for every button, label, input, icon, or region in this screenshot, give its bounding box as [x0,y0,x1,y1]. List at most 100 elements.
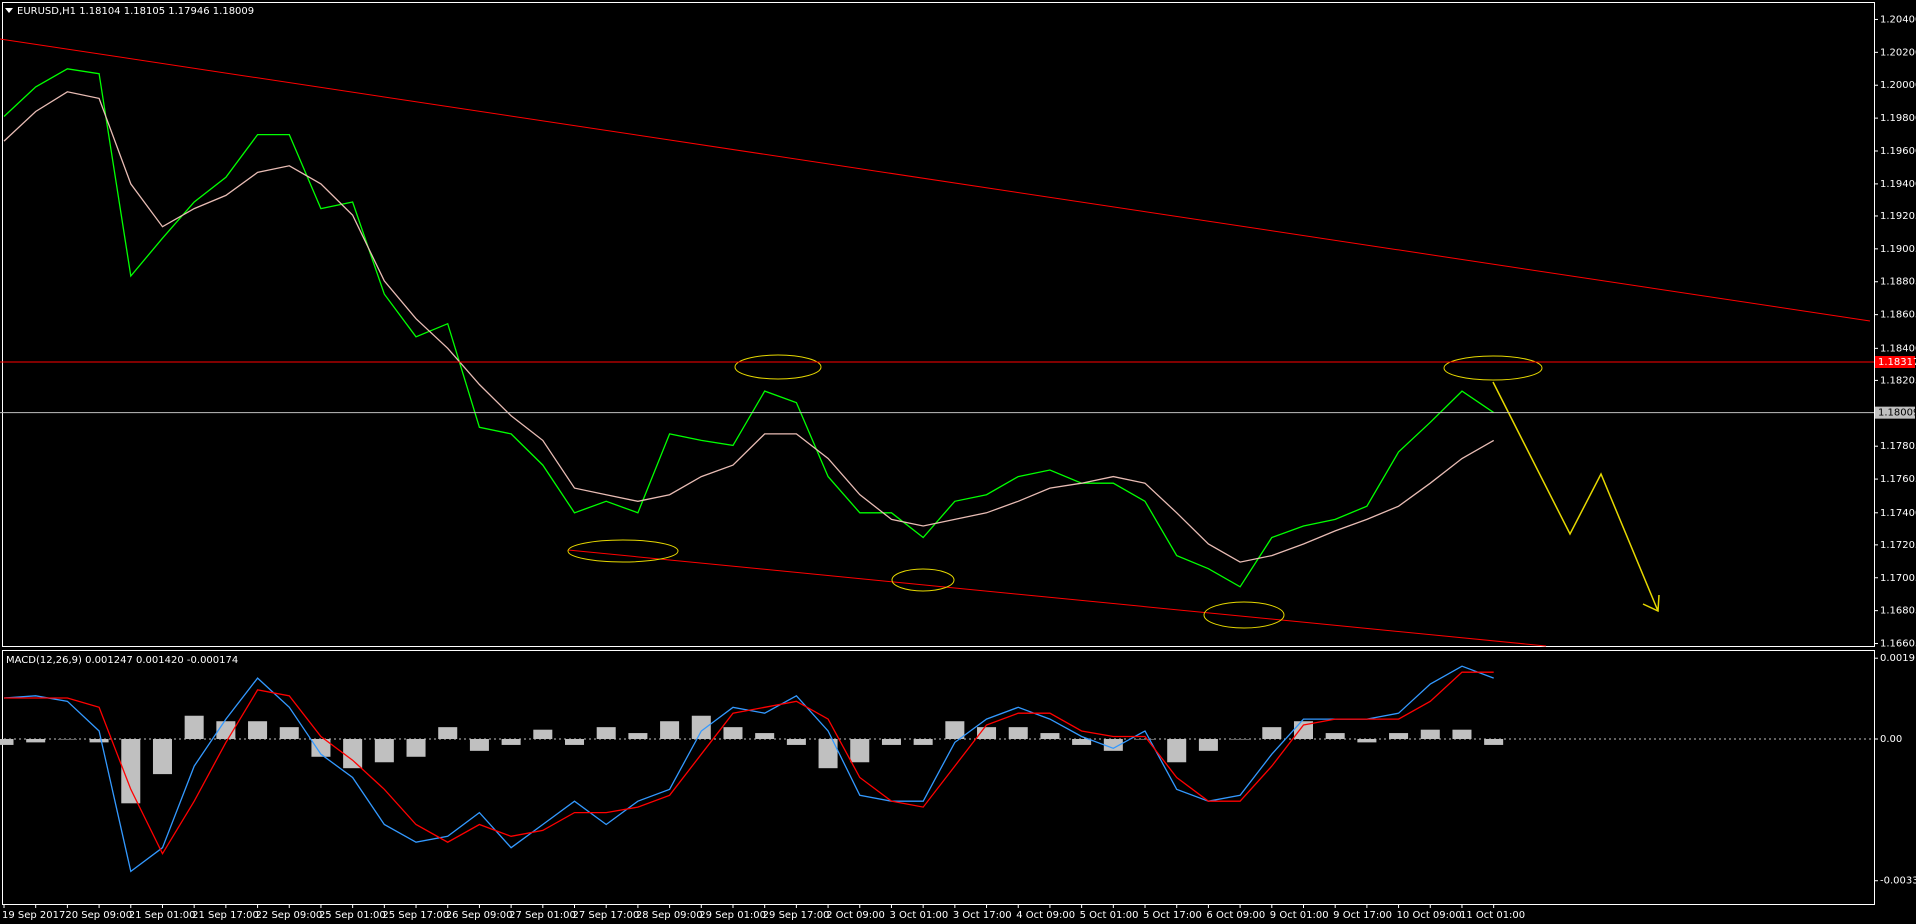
histogram-bar [343,739,363,769]
y-tick-label: 1.19600 [1880,146,1916,157]
indicator-title: MACD(12,26,9) 0.001247 0.001420 -0.00017… [6,655,238,666]
y-tick-label: 1.18205 [1880,375,1916,386]
histogram-bar [1072,739,1092,745]
y-tick-label: 1.18605 [1880,310,1916,321]
histogram-bar [438,727,458,739]
y-tick-label: 1.20400 [1880,14,1916,25]
y-tick-label: 1.17205 [1880,540,1916,551]
macd-panel-border [2,650,1875,905]
histogram-bar [628,733,648,739]
x-tick-label: 21 Sep 17:00 [192,910,259,921]
y-tick-label: 1.18805 [1880,277,1916,288]
histogram-bar [1198,739,1218,751]
histogram-bar [501,739,521,745]
chart-title: EURUSD,H1 1.18104 1.18105 1.17946 1.1800… [17,6,254,17]
arrow-head [1642,594,1660,613]
forecast-arrow [1492,381,1659,612]
histogram-bar [691,715,711,739]
histogram-bar [1167,739,1187,763]
histogram-bar [469,739,489,751]
x-tick-label: 10 Oct 09:00 [1397,910,1462,921]
y-tick-label: 1.20000 [1880,80,1916,91]
x-tick-label: 4 Oct 09:00 [1016,910,1075,921]
trend-line [0,38,1871,322]
histogram-bar [977,727,997,739]
histogram-bar [26,739,46,743]
histogram-bar [1103,739,1123,751]
histogram-bar [881,739,901,745]
y-tick-label: 0.00 [1880,734,1902,745]
histogram-bar [945,721,965,739]
histogram-bar [786,739,806,745]
x-tick-label: 2 Oct 09:00 [826,910,885,921]
menu-triangle [5,8,13,13]
histogram-bar [596,727,616,739]
histogram-bar [1484,739,1504,745]
histogram-bar [913,739,933,745]
x-tick-label: 27 Sep 01:00 [509,910,576,921]
x-tick-label: 21 Sep 01:00 [129,910,196,921]
y-tick-label: 1.17400 [1880,508,1916,519]
histogram-bar [1389,733,1409,739]
histogram-bar [406,739,426,757]
histogram-bar [311,739,331,757]
series-line [3,68,1495,588]
y-tick-label: 1.17005 [1880,573,1916,584]
histogram-bar [660,721,680,739]
histogram-bar [121,739,141,804]
x-tick-label: 5 Oct 01:00 [1080,910,1139,921]
y-tick-label: 1.16805 [1880,606,1916,617]
histogram-bar [1230,739,1250,740]
histogram-bar [850,739,870,763]
series-line [3,91,1495,563]
histogram-bar [1357,739,1377,743]
price-label-box [1875,406,1915,419]
x-tick-label: 9 Oct 17:00 [1333,910,1392,921]
histogram-bar [1420,729,1440,739]
y-tick-label: 1.19005 [1880,244,1916,255]
y-tick-label: 1.19205 [1880,211,1916,222]
histogram-bar [723,727,743,739]
histogram-bar [755,733,775,739]
x-tick-label: 6 Oct 09:00 [1206,910,1265,921]
y-tick-label: 1.18400 [1880,343,1916,354]
x-tick-label: 29 Sep 17:00 [763,910,830,921]
x-tick-label: 3 Oct 01:00 [889,910,948,921]
x-tick-label: 25 Sep 17:00 [382,910,449,921]
ellipse [567,539,679,563]
histogram-bar [1008,727,1028,739]
histogram-bar [533,729,553,739]
y-tick-label: -0.00335 [1880,876,1916,887]
histogram-bar [1325,733,1345,739]
histogram-bar [0,739,14,745]
x-tick-label: 27 Sep 17:00 [573,910,640,921]
drawings [0,38,1871,647]
x-tick-label: 19 Sep 2017 [2,910,65,921]
x-tick-label: 25 Sep 01:00 [319,910,386,921]
histogram-bar [89,739,109,743]
x-tick-label: 22 Sep 09:00 [256,910,323,921]
y-tick-label: 1.16605 [1880,639,1916,650]
series-line [4,671,1494,856]
y-tick-label: 0.00191 [1880,653,1916,664]
histogram-bar [374,739,394,763]
y-tick-label: 1.19400 [1880,179,1916,190]
x-tick-label: 20 Sep 09:00 [65,910,132,921]
histogram-bar [565,739,585,745]
price-label-box [1875,355,1915,368]
y-tick-label: 1.20200 [1880,47,1916,58]
histogram-bar [1452,729,1472,739]
ellipse [1443,355,1543,381]
histogram-bar [1135,739,1155,740]
histogram-bar [1040,733,1060,739]
y-tick-label: 1.17805 [1880,441,1916,452]
y-tick-label: 1.17605 [1880,474,1916,485]
x-tick-label: 5 Oct 17:00 [1143,910,1202,921]
histogram-bar [184,715,204,739]
x-tick-label: 28 Sep 09:00 [636,910,703,921]
histogram-bar [1262,727,1282,739]
ellipse [734,354,822,380]
